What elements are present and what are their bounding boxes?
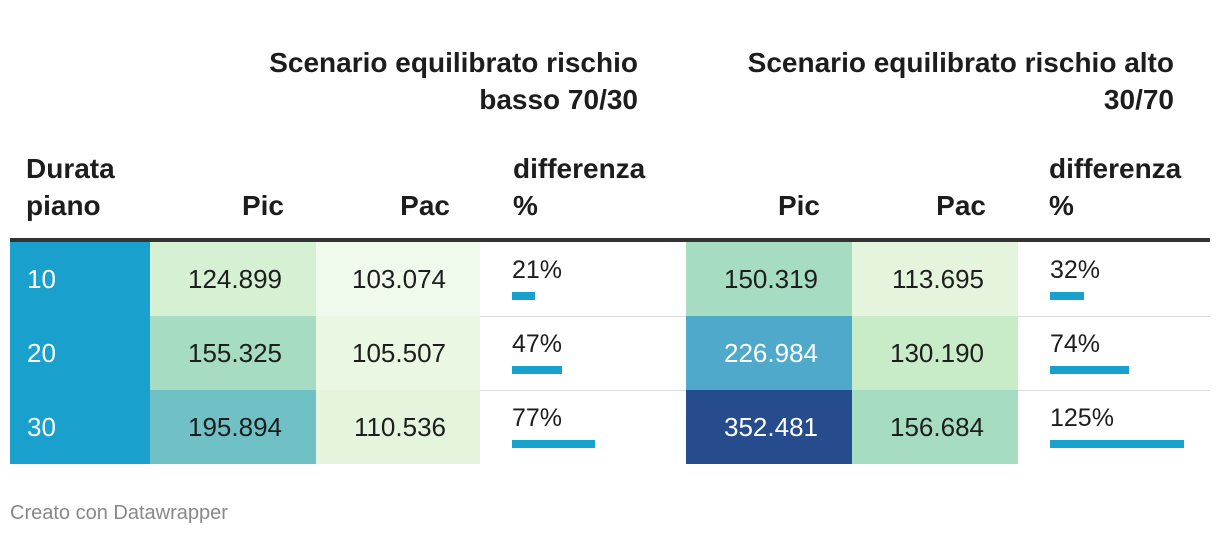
low-pic-cell: 124.899 (150, 242, 316, 316)
high-pic-cell: 352.481 (686, 390, 852, 464)
low-pic-cell: 155.325 (150, 316, 316, 390)
high-pic-cell: 226.984 (686, 316, 852, 390)
durata-cell: 30 (10, 390, 150, 464)
low-pac-cell: 103.074 (316, 242, 480, 316)
column-header-diff-high: differenza % (1049, 153, 1182, 221)
high-diff-bar (1050, 292, 1084, 300)
high-pic-cell: 150.319 (686, 242, 852, 316)
high-diff-label: 74% (1050, 330, 1101, 358)
header-rule (10, 238, 1210, 242)
row-separator (1018, 390, 1210, 391)
group-header-high-risk: Scenario equilibrato rischio alto 30/70 (747, 47, 1174, 115)
column-header-durata: Durata piano (26, 153, 115, 221)
row-separator (480, 316, 686, 317)
low-diff-label: 47% (512, 330, 563, 358)
group-header-low-risk: Scenario equilibrato rischio basso 70/30 (269, 47, 638, 115)
high-pac-cell: 130.190 (852, 316, 1018, 390)
low-diff-bar (512, 292, 535, 300)
high-pac-cell: 156.684 (852, 390, 1018, 464)
high-diff-label: 125% (1050, 404, 1114, 432)
low-pac-cell: 110.536 (316, 390, 480, 464)
column-header-pic-high: Pic (777, 190, 820, 221)
low-diff-label: 21% (512, 256, 563, 284)
high-diff-label: 32% (1050, 256, 1101, 284)
row-separator (480, 390, 686, 391)
high-diff-bar (1050, 440, 1184, 448)
row-separator (1018, 316, 1210, 317)
low-diff-bar (512, 440, 595, 448)
column-header-pac-high: Pac (936, 190, 986, 221)
low-pac-cell: 105.507 (316, 316, 480, 390)
durata-cell: 20 (10, 316, 150, 390)
column-header-pic-low: Pic (241, 190, 284, 221)
low-pic-cell: 195.894 (150, 390, 316, 464)
high-pac-cell: 113.695 (852, 242, 1018, 316)
durata-cell: 10 (10, 242, 150, 316)
high-diff-bar (1050, 366, 1129, 374)
column-header-pac-low: Pac (400, 190, 450, 221)
footer-credit: Creato con Datawrapper (10, 502, 228, 524)
low-diff-bar (512, 366, 562, 374)
column-header-diff-low: differenza % (513, 153, 646, 221)
low-diff-label: 77% (512, 404, 563, 432)
